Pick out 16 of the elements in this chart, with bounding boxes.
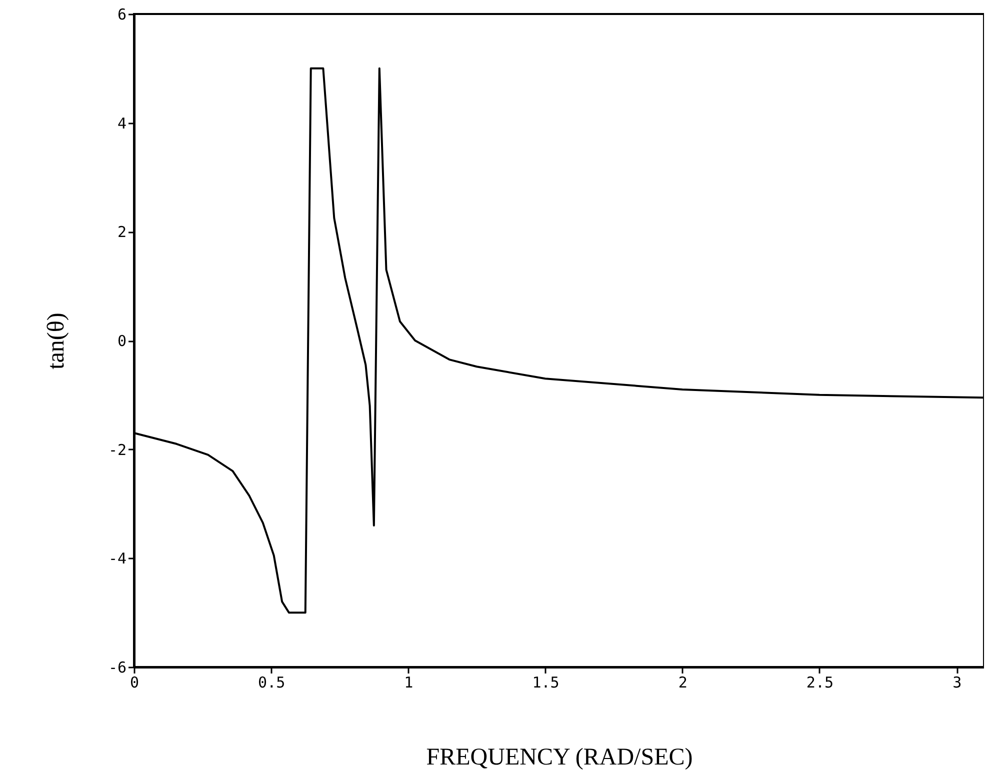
x-axis-title: FREQUENCY (RAD/SEC): [426, 744, 693, 770]
x-tick-label: 0.5: [258, 674, 286, 692]
y-tick-label: -6: [108, 658, 126, 676]
x-tick-label: 1.5: [532, 674, 560, 692]
y-tick-label: 0: [117, 332, 126, 350]
x-tick-label: 1: [404, 674, 414, 692]
y-tick-label: 6: [117, 6, 126, 24]
y-tick-label: 4: [117, 114, 126, 132]
x-tick-label: 0: [130, 674, 140, 692]
y-tick-label: -4: [108, 550, 126, 568]
x-tick-label: 2.5: [806, 674, 834, 692]
x-tick-label: 3: [952, 674, 962, 692]
y-axis-title: tan(θ): [43, 312, 70, 370]
y-tick-label: 2: [117, 223, 126, 242]
y-tick-label: -2: [108, 440, 126, 459]
x-tick-label: 2: [678, 674, 688, 692]
